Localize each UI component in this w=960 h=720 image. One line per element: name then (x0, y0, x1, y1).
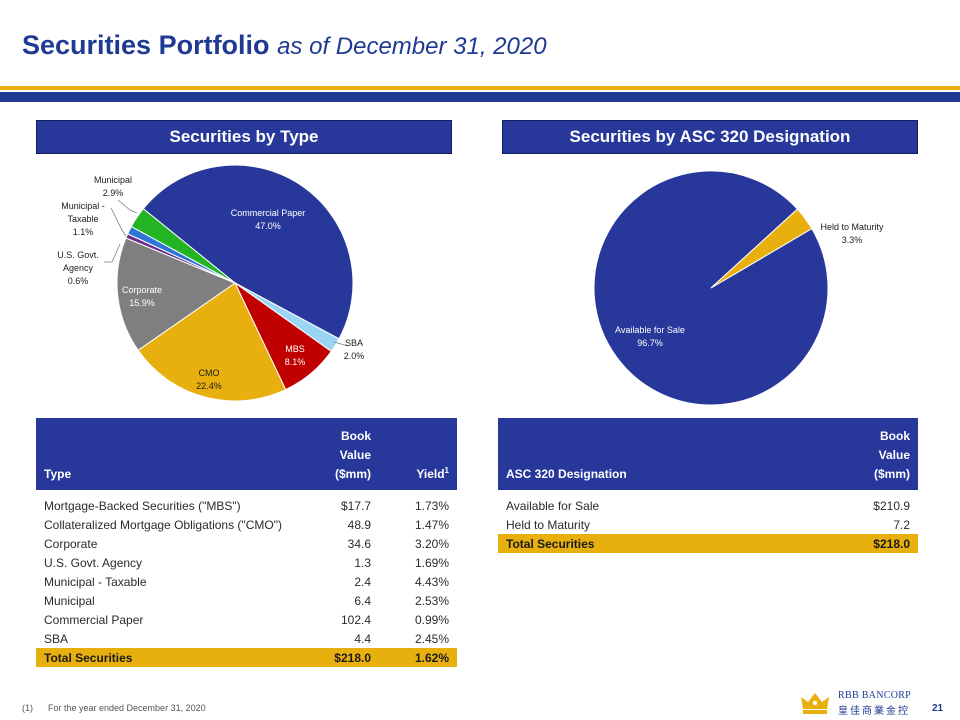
yield-cell: 3.20% (414, 536, 449, 551)
book-value-cell: 48.9 (347, 517, 371, 532)
pie-label-corporate: Corporate 15.9% (122, 285, 162, 308)
book-value-cell: $17.7 (340, 498, 371, 513)
book-value-cell: 6.4 (354, 593, 371, 608)
table-row: Municipal 6.4 2.53% (36, 591, 457, 610)
total-book-value: $218.0 (296, 648, 379, 667)
pie-slice-municipal (130, 208, 236, 284)
leader-line-sba (333, 341, 349, 347)
pie-slice-cmo (137, 282, 287, 402)
rbb-bancorp-logo: RBB BANCORP 皇佳商業金控 (800, 688, 922, 717)
table-row: Available for Sale $210.9 (498, 490, 918, 515)
table-header-row: ASC 320 Designation Book Value ($mm) (498, 418, 918, 490)
pie-label-held-to-maturity: Held to Maturity 3.3% (820, 222, 884, 245)
logo-chinese-name: 皇佳商業金控 (838, 706, 910, 717)
yield-cell: 2.53% (414, 593, 449, 608)
page-title: Securities Portfolio as of December 31, … (22, 30, 547, 61)
pie-label-commercial-paper: Commercial Paper 47.0% (231, 208, 306, 231)
book-value-cell: 1.3 (354, 555, 371, 570)
title-rule-gold (0, 86, 960, 90)
total-label: Total Securities (498, 534, 818, 553)
col-header-type: Type (36, 418, 296, 490)
leader-line-municipal (117, 199, 138, 214)
col-header-book-value: Book Value ($mm) (818, 418, 918, 490)
total-row: Total Securities $218.0 1.62% (36, 648, 457, 667)
crown-icon (801, 693, 829, 714)
securities-by-asc320-table: ASC 320 Designation Book Value ($mm) Ava… (498, 418, 918, 553)
leader-line-us-govt-agency (104, 243, 121, 263)
pie-slice-corporate (116, 237, 237, 352)
col-header-book-value: Book Value ($mm) (296, 418, 379, 490)
title-rule-blue (0, 92, 960, 102)
type-cell: Collateralized Mortgage Obligations ("CM… (44, 517, 282, 532)
yield-cell: 1.69% (414, 555, 449, 570)
designation-cell: Available for Sale (506, 498, 600, 513)
leader-line-municipal-taxable (110, 207, 127, 237)
pie-slice-held-to-maturity (710, 208, 813, 289)
securities-by-type-table: Type Book Value ($mm) Yield1 Mortgage-Ba… (36, 418, 457, 667)
col-header-asc320-designation: ASC 320 Designation (498, 418, 818, 490)
page-title-main: Securities Portfolio (22, 30, 270, 60)
book-value-cell: 102.4 (340, 612, 371, 627)
page-number: 21 (932, 703, 944, 714)
type-cell: U.S. Govt. Agency (44, 555, 143, 570)
pie-slice-commercial-paper (142, 164, 354, 340)
table-row: Held to Maturity 7.2 (498, 515, 918, 534)
table-row: Collateralized Mortgage Obligations ("CM… (36, 515, 457, 534)
pie-label-mbs: MBS 8.1% (285, 344, 306, 367)
type-cell: Municipal (44, 593, 95, 608)
type-cell: SBA (44, 631, 69, 646)
yield-cell: 0.99% (414, 612, 449, 627)
table-row: Mortgage-Backed Securities ("MBS") $17.7 1… (36, 490, 457, 515)
total-row: Total Securities $218.0 (498, 534, 918, 553)
total-label: Total Securities (36, 648, 296, 667)
pie-label-sba: SBA 2.0% (344, 338, 365, 361)
yield-cell: 2.45% (414, 631, 449, 646)
footnote: (1) For the year ended December 31, 2020 (22, 703, 206, 713)
yield-cell: 1.73% (414, 498, 449, 513)
securities-by-asc320-header: Securities by ASC 320 Designation (502, 120, 918, 154)
book-value-cell: 2.4 (354, 574, 371, 589)
pie-label-us-govt-agency: U.S. Govt. Agency 0.6% (57, 250, 99, 286)
book-value-cell: 4.4 (354, 631, 371, 646)
total-book-value: $218.0 (818, 534, 918, 553)
title-rule-gap (0, 90, 960, 92)
book-value-cell: $210.9 (873, 498, 910, 513)
table-row: Corporate 34.6 3.20% (36, 534, 457, 553)
table-row: U.S. Govt. Agency 1.3 1.69% (36, 553, 457, 572)
book-value-cell: 34.6 (347, 536, 371, 551)
table-row: Municipal - Taxable 2.4 4.43% (36, 572, 457, 591)
yield-cell: 4.43% (414, 574, 449, 589)
table-row: Commercial Paper 102.4 0.99% (36, 610, 457, 629)
logo-name: RBB BANCORP (838, 690, 912, 701)
footnote-text: For the year ended December 31, 2020 (48, 703, 206, 713)
pie-label-municipal-taxable: Municipal -Taxable 1.1% (61, 201, 105, 237)
pie-label-municipal: Municipal 2.9% (94, 175, 132, 198)
book-value-cell: 7.2 (893, 517, 910, 532)
pie-label-available-for-sale: Available for Sale 96.7% (615, 325, 685, 348)
yield-cell: 1.47% (414, 517, 449, 532)
type-cell: Municipal - Taxable (44, 574, 147, 589)
table-row: SBA 4.4 2.45% (36, 629, 457, 648)
designation-cell: Held to Maturity (506, 517, 591, 532)
total-yield: 1.62% (379, 648, 457, 667)
type-cell: Commercial Paper (44, 612, 144, 627)
col-header-yield: Yield1 (379, 418, 457, 490)
pie-label-cmo: CMO 22.4% (196, 368, 222, 391)
type-cell: Mortgage-Backed Securities ("MBS") (44, 498, 241, 513)
type-cell: Corporate (44, 536, 98, 551)
page-title-subtitle: as of December 31, 2020 (277, 33, 547, 60)
securities-by-type-header: Securities by Type (36, 120, 452, 154)
table-header-row: Type Book Value ($mm) Yield1 (36, 418, 457, 490)
footnote-number: (1) (22, 703, 33, 713)
